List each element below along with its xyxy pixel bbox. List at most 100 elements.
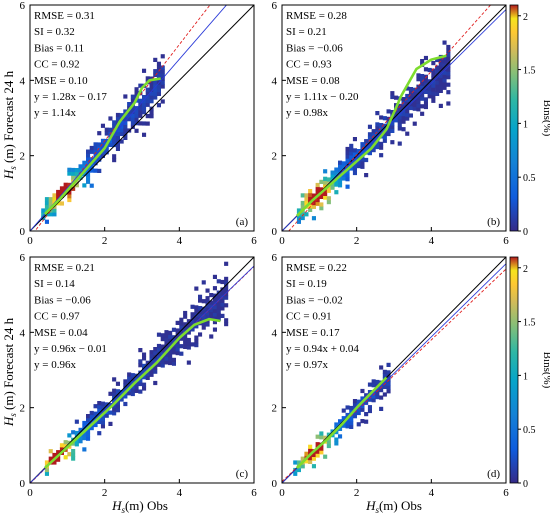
heatmap-cell [212, 316, 217, 321]
heatmap-cell [186, 319, 191, 324]
heatmap-cell [160, 333, 165, 338]
heatmap-cell [74, 430, 79, 436]
heatmap-cell [300, 212, 305, 217]
panel-b: 0 2 4 6 0 2 4 6 RMSE = 0.28 SI = 0.21 Bias = −0.06… [272, 0, 510, 247]
heatmap-cell [97, 157, 102, 162]
heatmap-cell [420, 96, 425, 101]
heatmap-cell [183, 310, 188, 316]
heatmap-cell [71, 456, 76, 461]
heatmap-cell [296, 208, 301, 213]
heatmap-cell [164, 337, 169, 342]
heatmap-cell [63, 455, 68, 460]
heatmap-cell [183, 333, 188, 338]
heatmap-cell [431, 91, 436, 96]
heatmap-cell [442, 85, 447, 90]
heatmap-cell [300, 456, 305, 461]
heatmap-cell [416, 88, 421, 93]
colorbar-tick-label: 1 [523, 119, 528, 130]
heatmap-cell [315, 442, 320, 447]
heatmap-cell [123, 120, 128, 125]
y-tick-label: 2 [272, 151, 278, 163]
heatmap-cell [349, 409, 354, 414]
heatmap-cell [67, 190, 72, 195]
heatmap-cell [134, 128, 139, 133]
heatmap-cell [168, 338, 173, 343]
heatmap-cell [442, 78, 447, 83]
heatmap-cell [138, 110, 143, 115]
heatmap-cell [160, 54, 165, 59]
heatmap-cell [345, 154, 350, 159]
heatmap-cell [345, 424, 350, 429]
heatmap-cell [209, 308, 214, 313]
x-tick-label: 0 [279, 487, 285, 499]
heatmap-cell [212, 286, 217, 291]
heatmap-cell [386, 131, 391, 137]
heatmap-cell [93, 422, 98, 428]
heatmap-cell [123, 124, 128, 129]
panel-label: (d) [487, 468, 500, 480]
heatmap-cell [304, 212, 309, 217]
heatmap-cell [308, 189, 313, 194]
heatmap-cell [293, 460, 298, 465]
heatmap-cell [212, 304, 217, 310]
heatmap-cell [224, 280, 229, 285]
heatmap-cell [300, 200, 305, 206]
heatmap-cell [142, 106, 147, 111]
heatmap-cell [86, 436, 91, 441]
heatmap-cell [56, 189, 61, 195]
heatmap-cell [171, 357, 176, 362]
heatmap-cell [138, 370, 143, 375]
heatmap-cell [194, 339, 199, 344]
heatmap-cell [205, 299, 210, 304]
heatmap-cell [345, 405, 350, 410]
heatmap-cell [74, 438, 79, 443]
heatmap-cell [319, 206, 324, 211]
heatmap-cell [315, 197, 320, 203]
panel-label: (c) [236, 468, 249, 480]
axes-frame [29, 4, 255, 232]
heatmap-cell [416, 73, 421, 78]
heatmap-cell [156, 347, 161, 352]
heatmap-cell [179, 325, 184, 330]
heatmap-cell [323, 435, 328, 440]
heatmap-cell [134, 381, 139, 386]
heatmap-cell [435, 69, 440, 74]
heatmap-cell [435, 88, 440, 93]
heatmap-cell [63, 186, 68, 191]
heatmap-cell [190, 312, 195, 317]
heatmap-cell [156, 355, 161, 360]
heatmap-cell [319, 450, 324, 455]
heatmap-cell [97, 431, 102, 436]
heatmap-cell [352, 170, 357, 176]
heatmap-cell [308, 204, 313, 209]
heatmap-cell [216, 316, 221, 322]
heatmap-cell [205, 303, 210, 308]
x-tick-label: 6 [503, 235, 509, 247]
heatmap-cell [296, 219, 301, 224]
heatmap-cell [41, 212, 46, 217]
heatmap-cell [352, 148, 357, 153]
heatmap-cell [153, 69, 158, 74]
heatmap-cell [130, 388, 135, 393]
heatmap-cell [127, 383, 132, 388]
heatmap-cell [183, 314, 188, 319]
heatmap-cell [130, 373, 135, 378]
heatmap-cell [386, 362, 391, 367]
heatmap-cell [100, 416, 105, 421]
heatmap-cell [435, 84, 440, 89]
quantile-curve [295, 376, 388, 469]
colorbar-tick-label: 0 [523, 227, 528, 238]
heatmap-cell [82, 164, 87, 169]
heatmap-cell [74, 168, 79, 173]
heatmap-cell [216, 301, 221, 306]
heatmap-cell [367, 382, 372, 387]
heatmap-cell [293, 471, 298, 476]
heatmap-cell [190, 342, 195, 347]
heatmap-cell [401, 104, 406, 109]
heatmap-cell [100, 142, 105, 147]
heatmap-cell [323, 191, 328, 196]
heatmap-cell [179, 329, 184, 334]
heatmap-cell [319, 431, 324, 436]
heatmap-cell [156, 65, 161, 70]
heatmap-cell [168, 334, 173, 339]
